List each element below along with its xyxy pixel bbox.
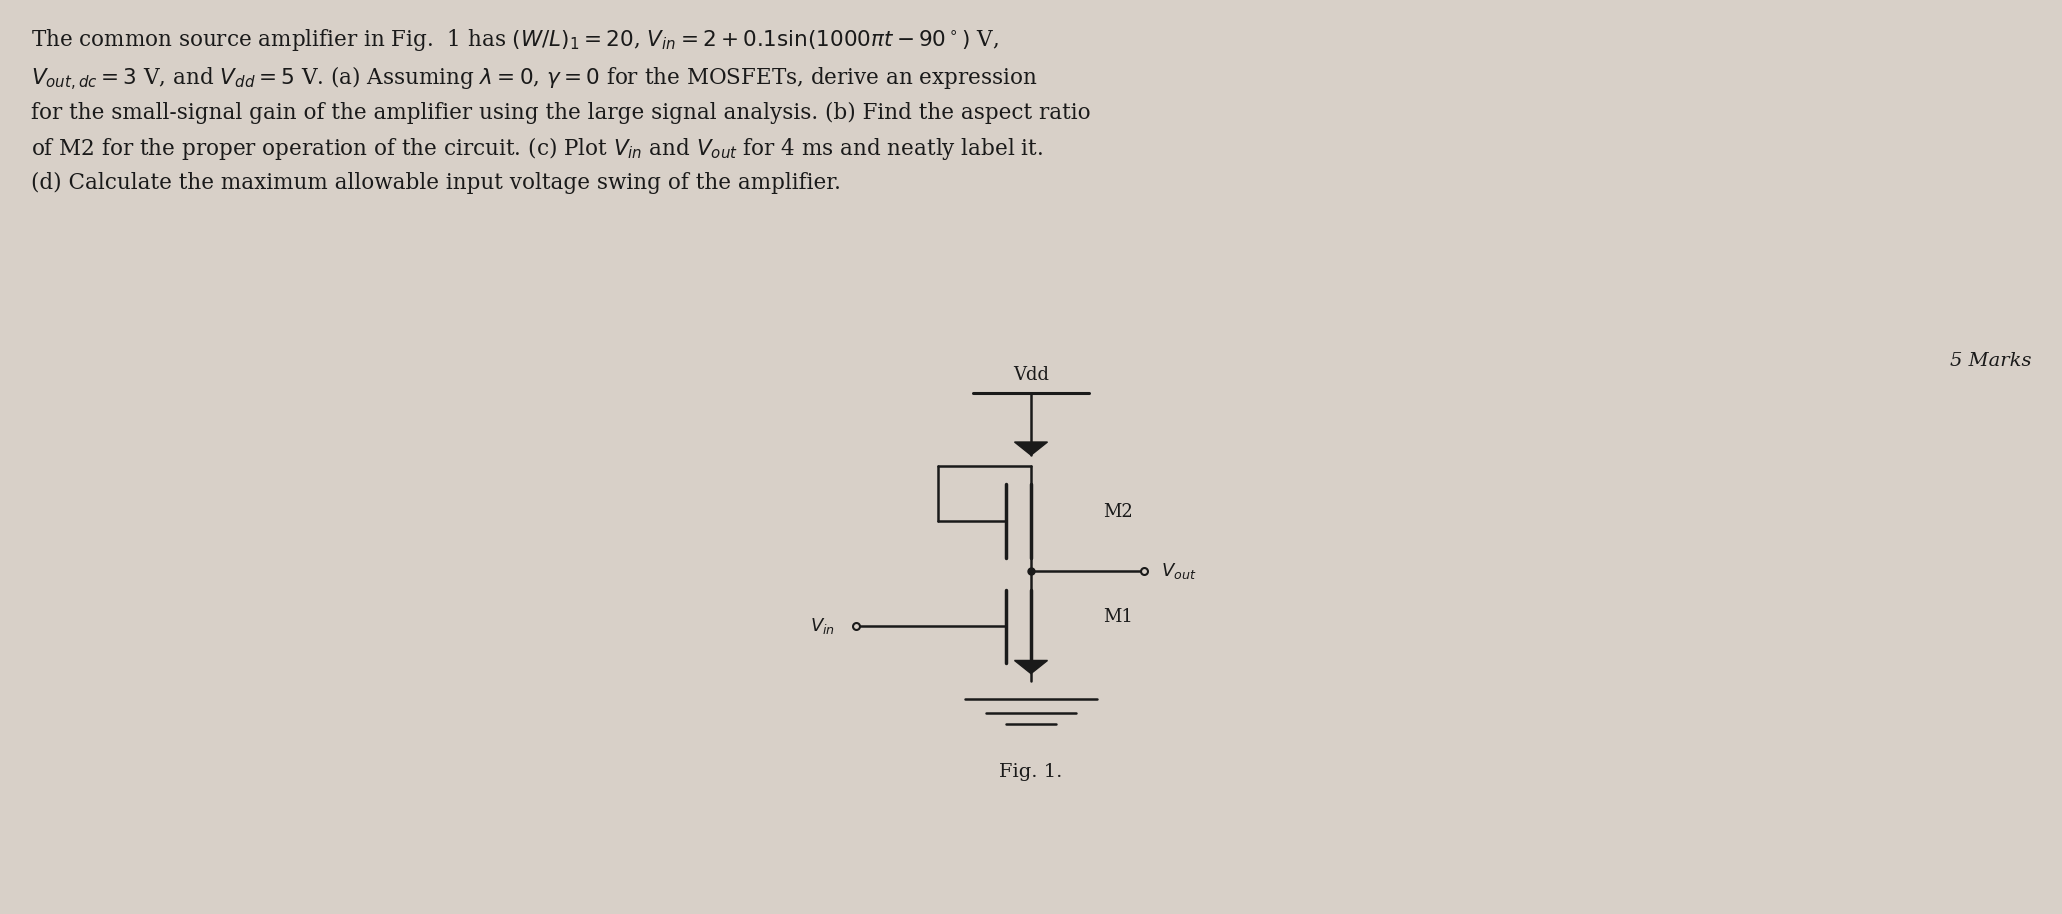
Text: The common source amplifier in Fig.  1 has $(W/L)_1 = 20$, $V_{in} = 2 + 0.1\sin: The common source amplifier in Fig. 1 ha… [31, 27, 1091, 194]
Text: M1: M1 [1103, 608, 1132, 626]
Text: 5 Marks: 5 Marks [1949, 352, 2031, 370]
Polygon shape [1015, 661, 1047, 674]
Text: $V_{out}$: $V_{out}$ [1161, 561, 1196, 581]
Text: $V_{in}$: $V_{in}$ [810, 616, 835, 636]
Polygon shape [1015, 442, 1047, 455]
Text: M2: M2 [1103, 503, 1132, 521]
Text: Fig. 1.: Fig. 1. [1000, 763, 1062, 781]
Text: Vdd: Vdd [1012, 366, 1050, 384]
